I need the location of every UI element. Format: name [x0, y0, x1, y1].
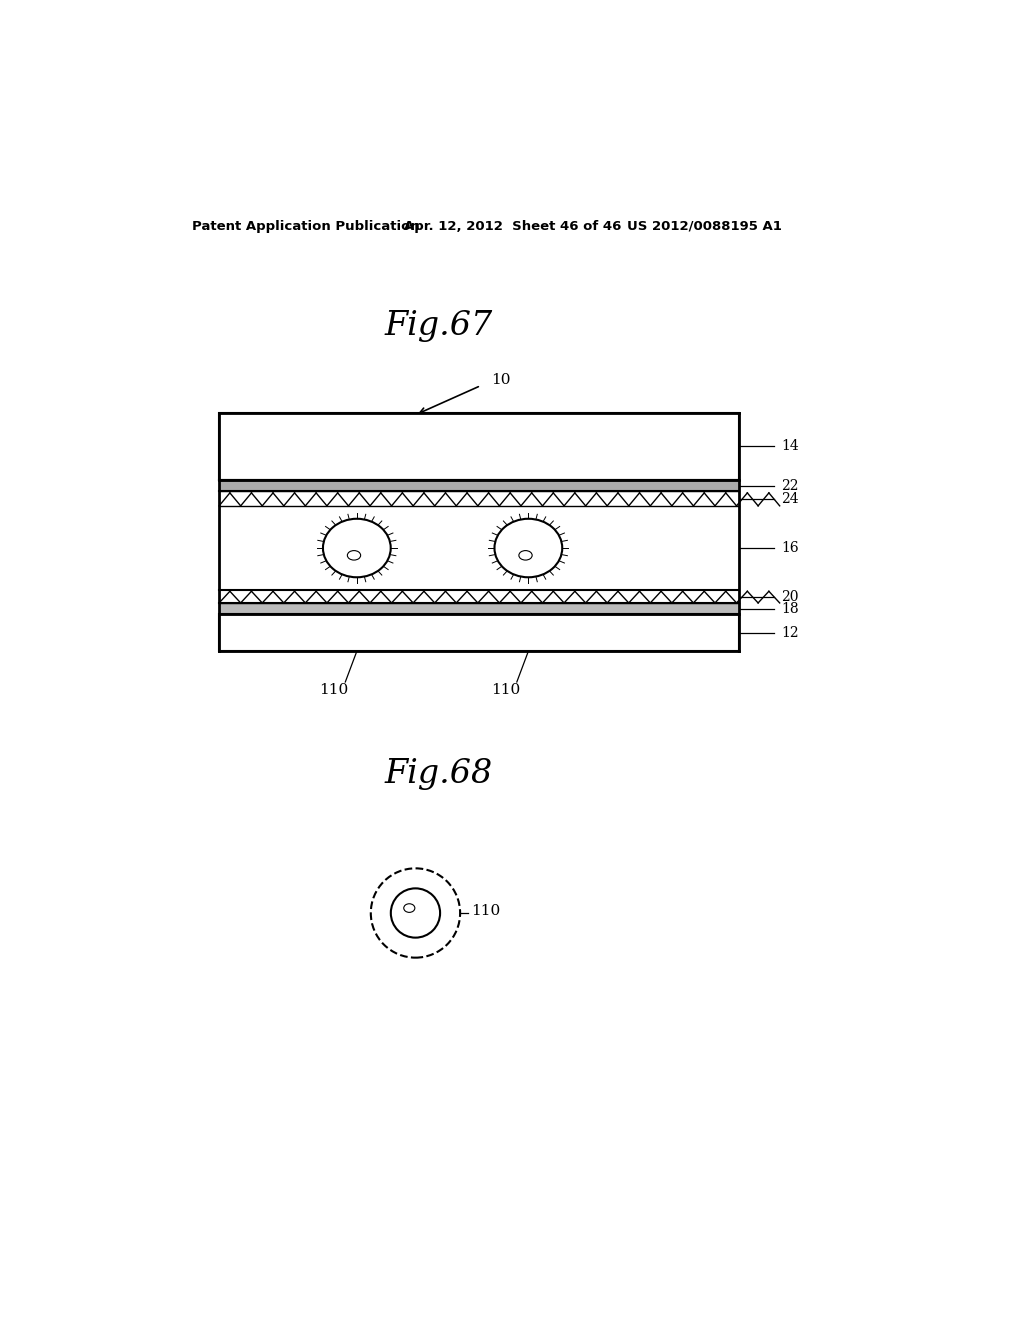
Text: 16: 16	[781, 541, 799, 554]
Text: 20: 20	[781, 590, 799, 603]
Text: Fig.67: Fig.67	[384, 310, 493, 342]
Bar	[219, 491, 739, 507]
Ellipse shape	[519, 550, 532, 560]
Ellipse shape	[323, 519, 391, 577]
Text: 24: 24	[781, 492, 799, 506]
Text: 110: 110	[319, 682, 348, 697]
Bar	[219, 590, 739, 603]
Text: 22: 22	[781, 479, 799, 492]
Bar	[219, 507, 739, 590]
Text: 18: 18	[781, 602, 799, 616]
Ellipse shape	[347, 550, 360, 560]
Ellipse shape	[315, 511, 398, 585]
Circle shape	[391, 888, 440, 937]
Text: 14: 14	[781, 440, 799, 453]
Bar	[219, 614, 739, 651]
Text: 110: 110	[471, 904, 500, 919]
Text: Apr. 12, 2012  Sheet 46 of 46: Apr. 12, 2012 Sheet 46 of 46	[403, 219, 622, 232]
Text: 12: 12	[781, 626, 799, 640]
Ellipse shape	[403, 904, 415, 912]
Ellipse shape	[495, 519, 562, 577]
Bar	[219, 412, 739, 480]
Text: Fig.68: Fig.68	[384, 759, 493, 791]
Text: 10: 10	[490, 374, 510, 387]
Circle shape	[371, 869, 460, 958]
Bar	[219, 480, 739, 491]
Text: Patent Application Publication: Patent Application Publication	[193, 219, 420, 232]
Text: US 2012/0088195 A1: US 2012/0088195 A1	[628, 219, 782, 232]
Bar	[219, 603, 739, 614]
Ellipse shape	[486, 511, 570, 585]
Text: 110: 110	[490, 682, 520, 697]
